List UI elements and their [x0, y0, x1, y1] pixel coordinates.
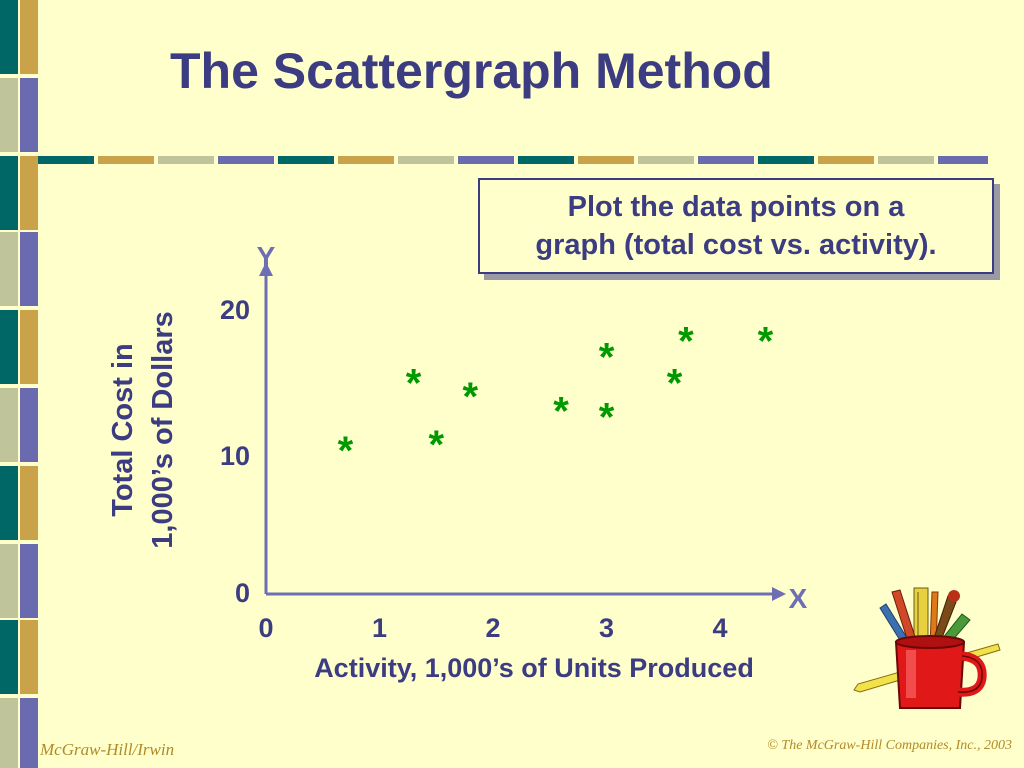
y-tick-label: 20 — [220, 295, 250, 325]
data-point: * — [338, 429, 354, 473]
y-axis-letter: Y — [257, 241, 276, 272]
footer-copyright: © The McGraw-Hill Companies, Inc., 2003 — [767, 738, 1012, 753]
x-axis-letter: X — [789, 583, 808, 614]
title-divider-stripe — [38, 156, 988, 164]
footer-publisher: McGraw-Hill/Irwin — [40, 740, 175, 759]
data-point: * — [599, 335, 615, 379]
data-point: * — [553, 389, 569, 433]
data-point: * — [406, 362, 422, 406]
slide-title: The Scattergraph Method — [170, 43, 773, 99]
y-axis-label: Total Cost in 1,000’s of Dollars — [107, 311, 179, 548]
x-axis-label: Activity, 1,000’s of Units Produced — [314, 653, 754, 683]
x-axis-arrowhead — [772, 587, 786, 601]
data-points: **** ***** * — [338, 319, 774, 473]
chart-axes — [259, 262, 786, 601]
callout-line-2: graph (total cost vs. activity). — [535, 229, 937, 261]
y-tick-label: 0 — [235, 578, 250, 608]
data-point: * — [463, 375, 479, 419]
callout-box: Plot the data points on a graph (total c… — [478, 178, 994, 274]
side-stripe-decoration — [0, 0, 38, 768]
pencil-cup-clipart-icon — [853, 587, 1001, 709]
x-tick-label: 3 — [599, 613, 614, 643]
y-tick-label: 10 — [220, 441, 250, 471]
callout-line-1: Plot the data points on a — [567, 191, 905, 223]
x-tick-label: 4 — [712, 613, 727, 643]
data-point: * — [678, 319, 694, 363]
x-tick-labels: 0 1 2 3 4 — [258, 613, 727, 643]
y-tick-labels: 0 10 20 — [220, 295, 250, 608]
data-point: * — [667, 362, 683, 406]
data-point: * — [428, 423, 444, 467]
x-tick-label: 0 — [258, 613, 273, 643]
x-tick-label: 2 — [485, 613, 500, 643]
y-axis-label-line-2: 1,000’s of Dollars — [147, 311, 179, 548]
data-point: * — [758, 319, 774, 363]
y-axis-arrowhead — [259, 262, 273, 276]
x-tick-label: 1 — [372, 613, 387, 643]
y-axis-label-line-1: Total Cost in — [107, 343, 139, 516]
data-point: * — [599, 395, 615, 439]
